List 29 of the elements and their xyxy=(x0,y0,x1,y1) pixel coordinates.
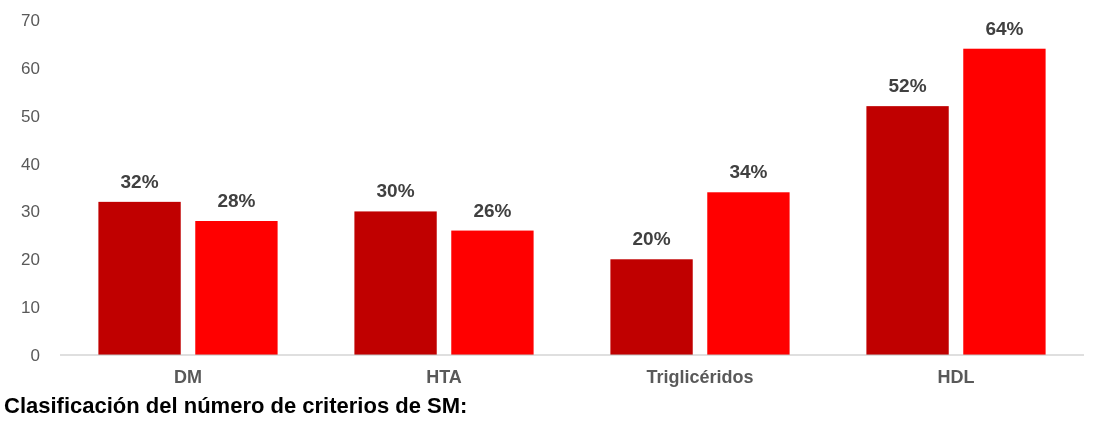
bar xyxy=(354,211,437,355)
x-tick-label: HTA xyxy=(426,367,462,387)
x-tick-label: DM xyxy=(174,367,202,387)
y-tick-label: 0 xyxy=(30,345,40,365)
text: Clasificación del número de criterios de SM: xyxy=(4,393,468,418)
data-label: 26% xyxy=(473,199,512,221)
y-tick-label: 30 xyxy=(21,202,40,222)
bar xyxy=(195,221,278,355)
bar xyxy=(707,192,790,355)
x-tick-label: HDL xyxy=(937,367,975,387)
data-label: 52% xyxy=(888,75,927,97)
x-tick-label: Triglicéridos xyxy=(646,367,754,387)
y-tick-label: 40 xyxy=(21,154,40,174)
data-label: 34% xyxy=(729,161,768,183)
data-label: 64% xyxy=(985,17,1024,39)
data-label: 30% xyxy=(376,180,415,202)
bar xyxy=(866,106,949,355)
data-label: 20% xyxy=(632,228,671,250)
data-label: 28% xyxy=(217,190,256,211)
y-tick-label: 20 xyxy=(21,250,40,270)
y-tick-label: 60 xyxy=(21,58,40,78)
bar xyxy=(610,259,693,355)
bar xyxy=(98,201,181,355)
bar xyxy=(451,230,534,355)
bar xyxy=(963,48,1046,355)
y-tick-label: 70 xyxy=(21,10,40,30)
y-tick-label: 50 xyxy=(21,106,40,126)
y-tick-label: 10 xyxy=(21,298,40,318)
data-label: 32% xyxy=(120,170,159,192)
